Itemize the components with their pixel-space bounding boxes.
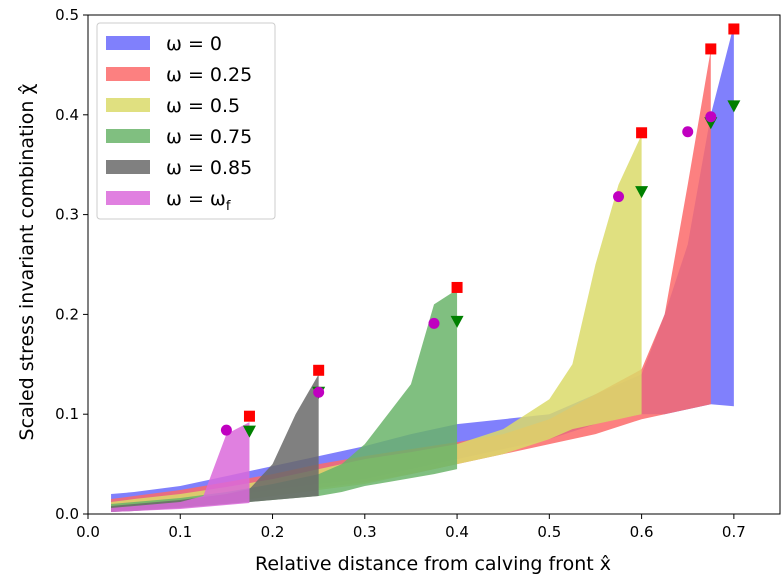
x-tick-label: 0.2: [261, 523, 285, 541]
plot-markers: [220, 23, 741, 438]
legend-swatch: [106, 67, 150, 81]
y-tick-label: 0.0: [55, 505, 79, 523]
area-series-3: [111, 289, 458, 513]
triangle-marker: [450, 315, 464, 328]
legend-swatch: [106, 160, 150, 174]
legend: ω = 0 ω = 0.25 ω = 0.5 ω = 0.75 ω = 0.85 ω = …: [96, 22, 276, 220]
square-marker: [728, 23, 740, 35]
legend-label: ω = 0: [166, 33, 222, 55]
circle-marker: [313, 386, 325, 398]
y-tick-label: 0.4: [55, 106, 79, 124]
plot-areas: [111, 24, 734, 513]
legend-swatch: [106, 98, 150, 112]
legend-label: ω = 0.75: [166, 126, 252, 148]
legend-label: ω = 0.85: [166, 157, 252, 179]
square-marker: [636, 127, 648, 139]
legend-swatch: [106, 129, 150, 143]
circle-marker: [613, 191, 625, 203]
x-tick-label: 0.7: [722, 523, 746, 541]
square-marker: [243, 410, 255, 422]
y-tick-label: 0.5: [55, 6, 79, 24]
legend-label: ω = 0.25: [166, 64, 252, 86]
y-axis: 0.0 0.1 0.2 0.3 0.4 0.5: [55, 6, 88, 523]
x-axis-title: Relative distance from calving front x̂: [255, 553, 611, 575]
circle-marker: [682, 126, 694, 138]
y-tick-label: 0.3: [55, 206, 79, 224]
x-tick-label: 0.1: [168, 523, 192, 541]
x-tick-label: 0.0: [76, 523, 100, 541]
x-tick-label: 0.5: [537, 523, 561, 541]
triangle-marker: [635, 186, 649, 199]
circle-marker: [220, 424, 232, 436]
legend-label: ω = ωf: [166, 188, 231, 214]
circle-marker: [705, 111, 717, 123]
legend-label: ω = 0.5: [166, 95, 240, 117]
y-tick-label: 0.2: [55, 305, 79, 323]
y-tick-label: 0.1: [55, 405, 79, 423]
x-tick-label: 0.6: [630, 523, 654, 541]
y-axis-title: Scaled stress invariant combination χ̂: [16, 83, 38, 440]
plot-frame: [87, 14, 781, 515]
square-marker: [705, 43, 717, 55]
area-series-4: [111, 374, 319, 513]
area-series-5: [111, 422, 250, 513]
triangle-marker: [727, 100, 741, 113]
triangle-marker: [242, 425, 256, 438]
square-marker: [313, 364, 325, 376]
legend-swatch: [106, 191, 150, 205]
square-marker: [451, 281, 463, 293]
x-axis: 0.0 0.1 0.2 0.3 0.4 0.5 0.6 0.7: [76, 514, 746, 541]
x-tick-label: 0.4: [445, 523, 469, 541]
legend-swatch: [106, 36, 150, 50]
circle-marker: [428, 317, 440, 329]
x-tick-label: 0.3: [353, 523, 377, 541]
